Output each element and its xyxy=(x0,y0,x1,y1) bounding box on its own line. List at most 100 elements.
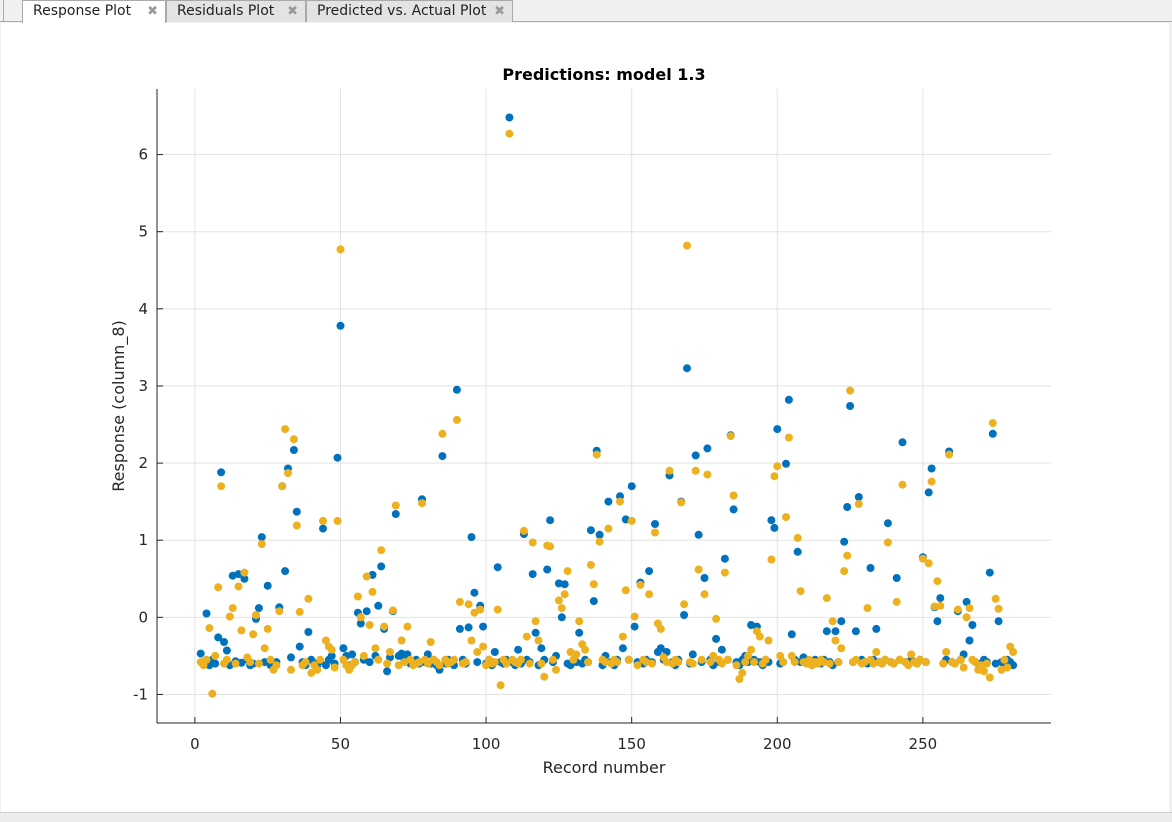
predicted-response-point xyxy=(959,663,968,672)
true-response-point xyxy=(720,554,729,563)
true-response-point xyxy=(851,627,860,636)
predicted-response-point xyxy=(455,597,464,606)
predicted-response-point xyxy=(764,636,773,645)
true-response-point xyxy=(546,516,555,525)
true-response-point xyxy=(377,562,386,571)
predicted-response-point xyxy=(822,594,831,603)
predicted-response-point xyxy=(275,607,284,616)
predicted-response-point xyxy=(423,659,432,668)
predicted-response-point xyxy=(735,675,744,683)
true-response-point xyxy=(505,113,514,122)
predicted-response-point xyxy=(962,613,971,622)
true-response-point xyxy=(295,642,304,651)
predicted-response-point xyxy=(994,604,1003,613)
predicted-response-point xyxy=(586,560,595,569)
predicted-response-point xyxy=(784,433,793,442)
true-response-point xyxy=(822,627,831,636)
true-response-point xyxy=(319,524,327,533)
true-response-point xyxy=(703,444,712,453)
predicted-response-point xyxy=(353,592,362,601)
predicted-response-point xyxy=(726,432,735,441)
true-response-point xyxy=(782,459,790,468)
predicted-response-point xyxy=(965,604,974,613)
true-response-point xyxy=(211,659,220,668)
predicted-response-point xyxy=(747,645,756,654)
close-icon[interactable]: ✖ xyxy=(287,4,298,19)
close-icon[interactable]: ✖ xyxy=(147,4,158,19)
predicted-response-point xyxy=(863,604,872,613)
predicted-response-point xyxy=(418,499,426,508)
close-icon[interactable]: ✖ xyxy=(494,4,505,19)
true-response-point xyxy=(470,588,479,597)
predicted-response-point xyxy=(356,613,365,622)
true-response-point xyxy=(240,574,249,583)
true-response-point xyxy=(383,667,392,676)
true-response-point xyxy=(927,464,936,473)
tab-predicted-vs-actual-plot[interactable]: Predicted vs. Actual Plot ✖ xyxy=(306,0,513,22)
true-response-point xyxy=(729,505,738,514)
predicted-response-point xyxy=(211,651,220,660)
predicted-response-point xyxy=(694,565,703,574)
predicted-response-point xyxy=(854,500,863,508)
predicted-response-point xyxy=(549,655,557,664)
x-tick-label: 250 xyxy=(909,735,938,753)
tab-response-plot[interactable]: Response Plot ✖ xyxy=(22,0,166,23)
predicted-response-point xyxy=(933,577,942,586)
true-response-point xyxy=(327,651,336,660)
tab-residuals-plot[interactable]: Residuals Plot ✖ xyxy=(166,0,306,22)
predicted-response-point xyxy=(330,663,339,672)
predicted-response-point xyxy=(525,659,534,668)
predicted-response-point xyxy=(307,668,316,677)
true-response-point xyxy=(514,645,523,654)
true-response-point xyxy=(220,638,228,646)
predicted-response-point xyxy=(287,665,295,674)
predicted-response-point xyxy=(435,661,444,670)
predicted-response-point xyxy=(537,659,546,668)
true-response-point xyxy=(784,395,793,404)
predicted-response-point xyxy=(575,617,584,626)
true-response-point xyxy=(348,650,357,659)
x-tick-label: 50 xyxy=(331,735,350,753)
predicted-response-point xyxy=(217,482,226,491)
true-response-point xyxy=(773,425,782,434)
predicted-response-point xyxy=(246,658,255,667)
predicted-response-point xyxy=(840,567,849,576)
predicted-response-point xyxy=(851,655,860,664)
true-response-point xyxy=(263,581,272,590)
true-response-point xyxy=(854,493,863,501)
predicted-response-point xyxy=(284,469,292,478)
predicted-response-point xyxy=(292,521,301,530)
true-response-point xyxy=(589,597,598,606)
true-response-point xyxy=(866,564,875,572)
predicted-response-point xyxy=(388,606,397,615)
predicted-response-point xyxy=(374,655,383,664)
predicted-response-point xyxy=(214,583,223,592)
predicted-response-point xyxy=(700,590,709,599)
predicted-response-point xyxy=(1003,663,1012,672)
true-response-point xyxy=(770,523,779,532)
predicted-response-point xyxy=(595,537,604,546)
predicted-response-point xyxy=(304,594,313,603)
true-response-point xyxy=(479,622,488,631)
predicted-response-point xyxy=(546,542,555,551)
predicted-response-point xyxy=(493,605,502,614)
true-response-point xyxy=(281,567,290,576)
predicted-response-point xyxy=(557,604,566,613)
predicted-response-point xyxy=(985,673,994,682)
true-response-point xyxy=(985,568,994,577)
predicted-response-point xyxy=(741,658,750,667)
predicted-response-point xyxy=(225,612,234,621)
true-response-point xyxy=(595,530,604,539)
predicted-response-point xyxy=(787,651,796,660)
true-response-point xyxy=(691,451,700,460)
true-response-point xyxy=(892,574,901,582)
predicted-response-point xyxy=(744,651,753,660)
true-response-point xyxy=(289,446,298,454)
predicted-response-point xyxy=(295,607,304,616)
predicted-response-point xyxy=(359,651,368,660)
chart-title: Predictions: model 1.3 xyxy=(502,65,705,84)
predicted-response-point xyxy=(709,651,718,660)
predicted-response-point xyxy=(319,516,327,525)
response-scatter-chart[interactable]: 0 50 100 150 200 250 -1 0 1 2 3 4 5 6 Predictions: mo… xyxy=(1,23,1169,812)
predicted-response-point xyxy=(327,645,336,654)
